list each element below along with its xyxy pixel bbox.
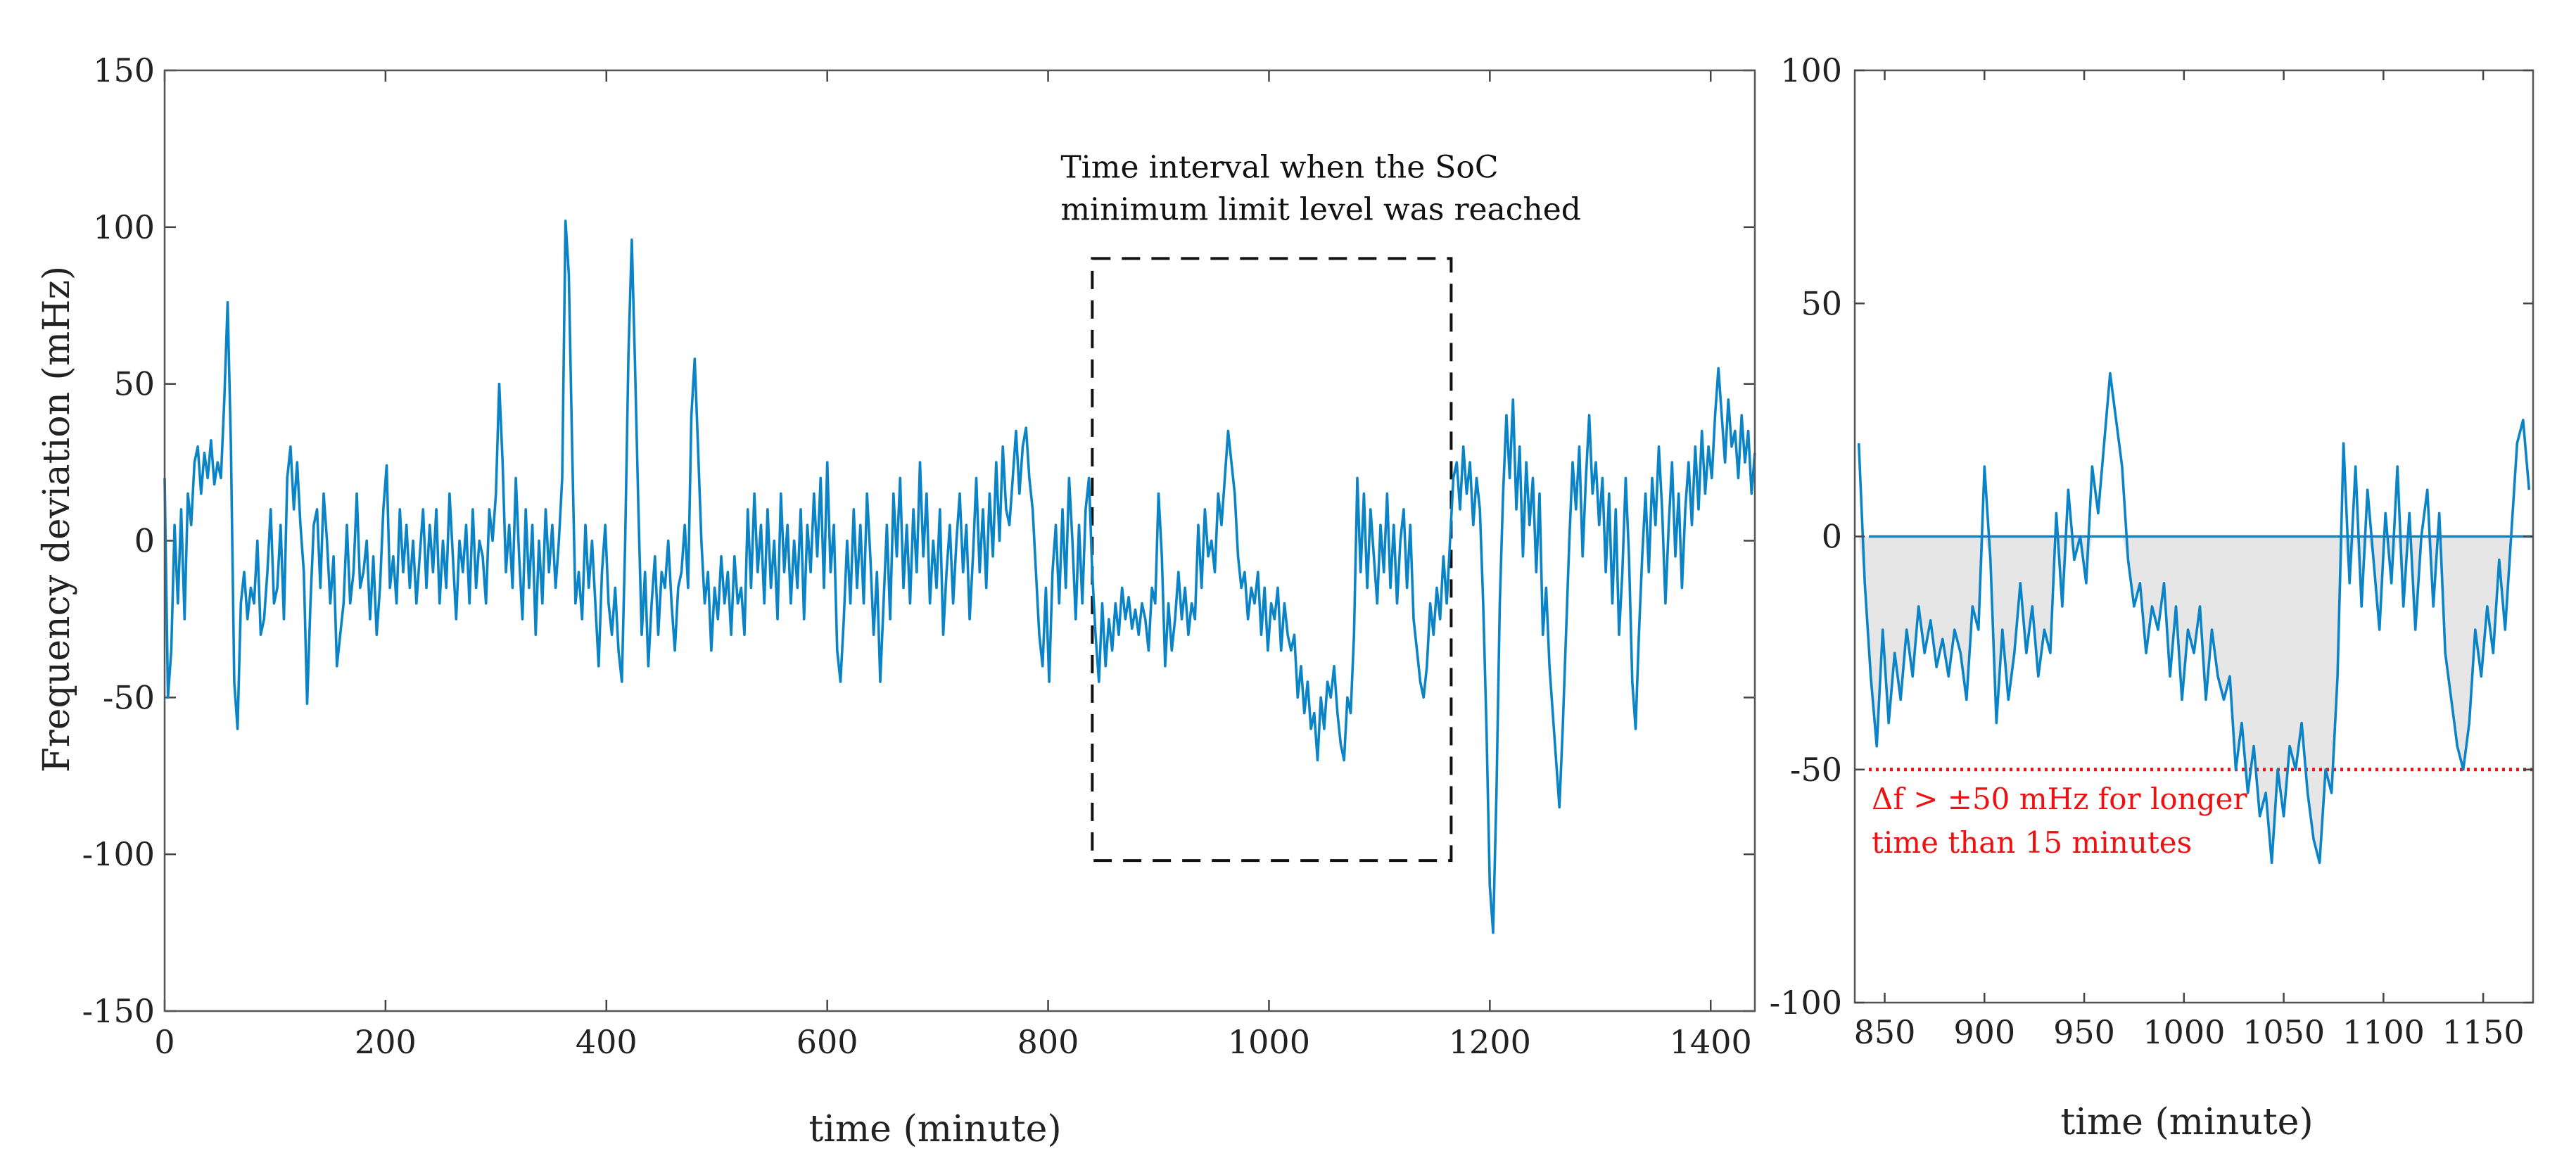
- zoom-x-tick-label: 950: [2053, 1013, 2115, 1051]
- main-x-tick-label: 1000: [1228, 1023, 1310, 1061]
- soc-annotation-line-2: minimum limit level was reached: [1060, 191, 1581, 227]
- main-y-tick-label: 0: [134, 522, 155, 560]
- main-chart-x-tick-labels: 0 200 400 600 800 1000 1200 1400: [154, 1023, 1751, 1061]
- soc-annotation: Time interval when the SoC minimum limit…: [1060, 149, 1581, 863]
- main-x-tick-label: 1400: [1670, 1023, 1752, 1061]
- main-y-tick-label: 50: [113, 365, 155, 403]
- threshold-label-line-1: Δf > ±50 mHz for longer: [1872, 782, 2247, 816]
- main-chart: Time interval when the SoC minimum limit…: [36, 51, 1756, 1150]
- zoom-x-tick-label: 850: [1854, 1013, 1916, 1051]
- main-x-tick-label: 200: [355, 1023, 417, 1061]
- main-x-tick-label: 1200: [1449, 1023, 1531, 1061]
- zoom-y-tick-label: 50: [1801, 284, 1842, 322]
- zoom-y-tick-label: 100: [1780, 51, 1842, 89]
- zoom-x-tick-label: 1050: [2242, 1013, 2325, 1051]
- zoom-y-tick-label: 0: [1822, 518, 1842, 556]
- zoom-chart-y-tick-labels: -100 -50 0 50 100: [1770, 51, 2533, 1022]
- soc-interval-box: [1091, 257, 1453, 863]
- zoom-x-tick-label: 1000: [2143, 1013, 2225, 1051]
- zoom-chart-x-tick-labels: 850 900 950 1000 1050 1100 1150: [1854, 70, 2525, 1051]
- main-y-tick-label: -50: [103, 678, 155, 716]
- below-zero-shaded-area: [1858, 536, 2530, 863]
- main-x-tick-label: 400: [576, 1023, 637, 1061]
- main-chart-x-axis-title: time (minute): [808, 1108, 1061, 1150]
- zoom-y-tick-label: -100: [1770, 984, 1842, 1022]
- main-x-tick-label: 0: [154, 1023, 175, 1061]
- main-x-tick-label: 600: [797, 1023, 858, 1061]
- soc-annotation-line-1: Time interval when the SoC: [1060, 149, 1498, 185]
- zoom-frequency-deviation-line: [1857, 371, 2531, 865]
- main-y-tick-label: 100: [93, 208, 155, 246]
- main-chart-y-tick-labels: -150 -100 -50 0 50 100 150: [82, 51, 155, 1030]
- zoom-x-tick-label: 1100: [2342, 1013, 2425, 1051]
- main-y-tick-label: -150: [82, 992, 155, 1030]
- zoom-chart-x-axis-title: time (minute): [2060, 1101, 2313, 1143]
- threshold-label-line-2: time than 15 minutes: [1872, 825, 2192, 860]
- zoom-x-tick-label: 900: [1953, 1013, 2015, 1051]
- zoom-x-tick-label: 1150: [2442, 1013, 2525, 1051]
- zoom-y-tick-label: -50: [1790, 751, 1842, 789]
- main-chart-frame: [163, 69, 1756, 1012]
- main-y-tick-label: 150: [93, 51, 155, 89]
- main-y-tick-label: -100: [82, 835, 155, 873]
- main-x-tick-label: 800: [1017, 1023, 1079, 1061]
- main-chart-y-axis-title: Frequency deviation (mHz): [36, 266, 78, 773]
- frequency-deviation-line: [163, 220, 1756, 934]
